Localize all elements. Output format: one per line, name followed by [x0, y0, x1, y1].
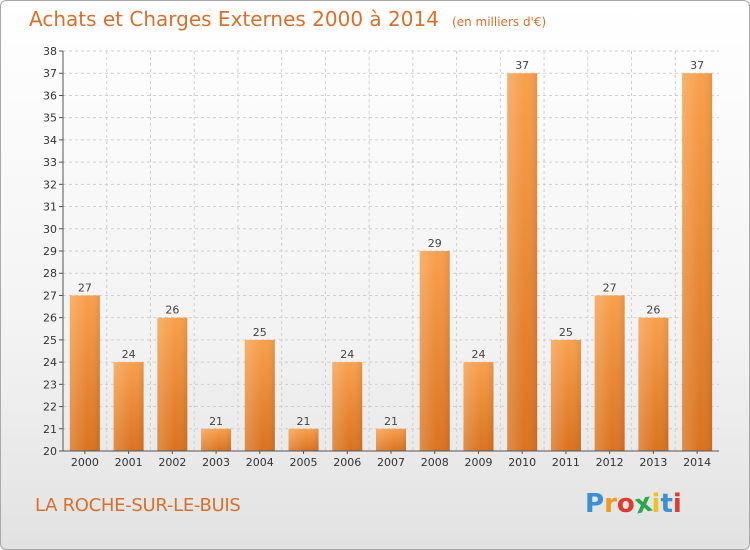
x-tick-label-2011: 2011 — [552, 456, 580, 469]
value-label-2002: 26 — [165, 304, 179, 317]
y-tick-label-24: 24 — [43, 356, 57, 369]
x-tick-label-2006: 2006 — [333, 456, 361, 469]
bar-layer — [69, 73, 713, 451]
value-label-2000: 27 — [78, 281, 92, 294]
y-tick-label-23: 23 — [43, 378, 57, 391]
value-label-2004: 25 — [253, 326, 267, 339]
value-label-2005: 21 — [297, 415, 311, 428]
value-label-2007: 21 — [384, 415, 398, 428]
y-tick-label-37: 37 — [43, 67, 57, 80]
x-tick-label-2014: 2014 — [683, 456, 711, 469]
bar-shade-2012 — [594, 295, 625, 451]
logo-letter-4: i — [651, 489, 661, 519]
value-label-2003: 21 — [209, 415, 223, 428]
logo-letter-0: P — [585, 489, 605, 519]
logo-letter-5: t — [660, 489, 673, 519]
y-tick-label-36: 36 — [43, 89, 57, 102]
y-tick-label-35: 35 — [43, 112, 57, 125]
chart-subtitle: (en milliers d'€) — [452, 15, 547, 29]
x-tick-label-2003: 2003 — [202, 456, 230, 469]
value-label-2001: 24 — [122, 348, 136, 361]
axis-layer: 20 21 22 23 24 25 26 27 28 29 30 31 32 33 34 35 36 37 38 20… — [43, 45, 719, 469]
x-tick-label-2008: 2008 — [421, 456, 449, 469]
label-layer: 27 24 26 21 25 21 24 21 29 24 37 25 27 26 37 — [78, 59, 704, 428]
bar-shade-2008 — [419, 251, 450, 451]
y-tick-label-34: 34 — [43, 134, 57, 147]
y-tick-label-22: 22 — [43, 401, 57, 414]
value-label-2010: 37 — [515, 59, 529, 72]
y-tick-label-20: 20 — [43, 445, 57, 458]
bar-shade-2005 — [288, 428, 319, 451]
bar-shade-2007 — [376, 428, 406, 451]
x-tick-label-2005: 2005 — [290, 456, 318, 469]
bar-shade-2003 — [201, 428, 232, 451]
y-tick-label-32: 32 — [43, 178, 57, 191]
bar-shade-2000 — [69, 295, 100, 451]
title-block: Achats et Charges Externes 2000 à 2014 (… — [29, 7, 546, 31]
x-tick-label-2002: 2002 — [158, 456, 186, 469]
logo-letter-6: i — [672, 489, 682, 519]
y-tick-label-25: 25 — [43, 334, 57, 347]
bar-shade-2013 — [638, 317, 669, 451]
place-name: LA ROCHE-SUR-LE-BUIS — [35, 495, 241, 516]
y-tick-label-27: 27 — [43, 289, 57, 302]
bar-shade-2004 — [244, 339, 275, 451]
bar-shade-2014 — [682, 73, 713, 451]
y-tick-label-26: 26 — [43, 312, 57, 325]
x-tick-label-2009: 2009 — [464, 456, 492, 469]
x-tick-label-2007: 2007 — [377, 456, 405, 469]
x-tick-label-2012: 2012 — [596, 456, 624, 469]
y-tick-label-28: 28 — [43, 267, 57, 280]
value-label-2012: 27 — [603, 281, 617, 294]
chart-title: Achats et Charges Externes 2000 à 2014 — [29, 7, 439, 31]
logo-letter-2: o — [616, 489, 635, 519]
x-tick-label-2000: 2000 — [71, 456, 99, 469]
y-tick-label-33: 33 — [43, 156, 57, 169]
bar-shade-2011 — [550, 339, 581, 451]
y-tick-label-29: 29 — [43, 245, 57, 258]
y-tick-label-38: 38 — [43, 45, 57, 58]
x-tick-label-2013: 2013 — [639, 456, 667, 469]
y-tick-label-21: 21 — [43, 423, 57, 436]
proxiti-logo: Proxiti — [585, 488, 682, 521]
bar-shade-2009 — [463, 362, 494, 451]
bar-shade-2002 — [157, 317, 188, 451]
bar-shade-2006 — [332, 362, 363, 451]
x-tick-label-2004: 2004 — [246, 456, 274, 469]
value-label-2014: 37 — [690, 59, 704, 72]
y-tick-label-31: 31 — [43, 201, 57, 214]
y-tick-label-30: 30 — [43, 223, 57, 236]
value-label-2006: 24 — [340, 348, 354, 361]
bar-shade-2001 — [113, 362, 144, 451]
value-label-2013: 26 — [646, 304, 660, 317]
x-tick-label-2001: 2001 — [115, 456, 143, 469]
x-tick-label-2010: 2010 — [508, 456, 536, 469]
value-label-2008: 29 — [428, 237, 442, 250]
logo-letter-1: r — [604, 489, 617, 519]
value-label-2011: 25 — [559, 326, 573, 339]
value-label-2009: 24 — [471, 348, 485, 361]
bar-shade-2010 — [507, 73, 538, 451]
